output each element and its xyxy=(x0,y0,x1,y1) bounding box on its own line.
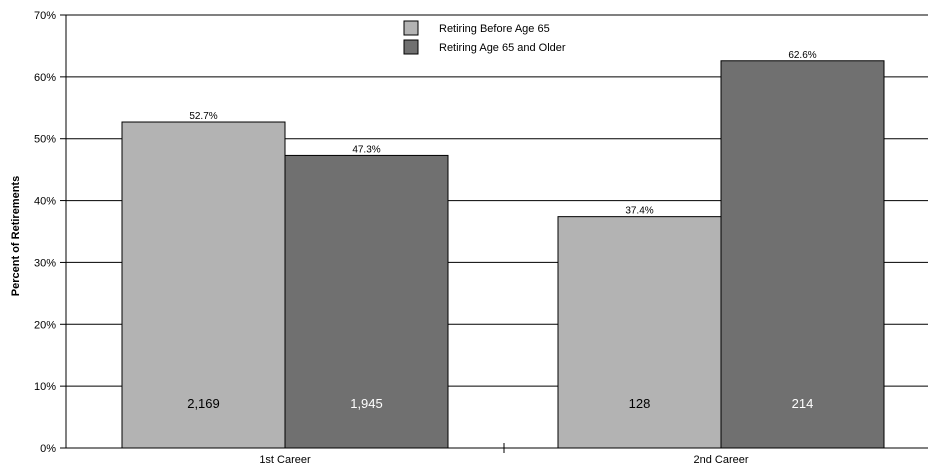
x-tick-label: 1st Career xyxy=(259,454,311,466)
bars: 52.7% 2,169 47.3% 1,945 37.4% 128 62.6% 214 xyxy=(121,50,885,449)
y-tick-label: 70% xyxy=(34,10,56,22)
bar xyxy=(720,60,885,449)
bar-count-label: 1,945 xyxy=(350,396,383,411)
bar xyxy=(121,121,286,449)
y-tick-label: 20% xyxy=(34,319,56,331)
legend-label: Retiring Before Age 65 xyxy=(439,23,550,35)
legend-swatch xyxy=(403,20,419,36)
x-axis: 1st Career 2nd Career xyxy=(65,15,928,466)
bar-value-label: 62.6% xyxy=(788,50,816,61)
y-tick-label: 60% xyxy=(34,72,56,84)
x-tick-label: 2nd Career xyxy=(693,454,748,466)
y-tick-label: 40% xyxy=(34,196,56,208)
bar-count-label: 128 xyxy=(629,396,651,411)
y-tick-label: 0% xyxy=(40,443,56,455)
y-axis-ticks: 0% 10% 20% 30% 40% 50% 60% 70% xyxy=(34,10,66,455)
bar-value-label: 37.4% xyxy=(625,206,653,217)
bar xyxy=(284,154,449,449)
y-tick-label: 10% xyxy=(34,381,56,393)
legend-label: Retiring Age 65 and Older xyxy=(439,42,566,54)
y-tick-label: 30% xyxy=(34,257,56,269)
bar xyxy=(557,216,722,449)
bar-value-label: 47.3% xyxy=(352,144,380,155)
y-axis-label: Percent of Retirements xyxy=(10,176,22,296)
bar-count-label: 214 xyxy=(792,396,814,411)
legend-swatch xyxy=(403,39,419,55)
bar-count-label: 2,169 xyxy=(187,396,220,411)
legend: Retiring Before Age 65 Retiring Age 65 an… xyxy=(403,20,566,55)
y-tick-label: 50% xyxy=(34,134,56,146)
bar-value-label: 52.7% xyxy=(189,111,217,122)
